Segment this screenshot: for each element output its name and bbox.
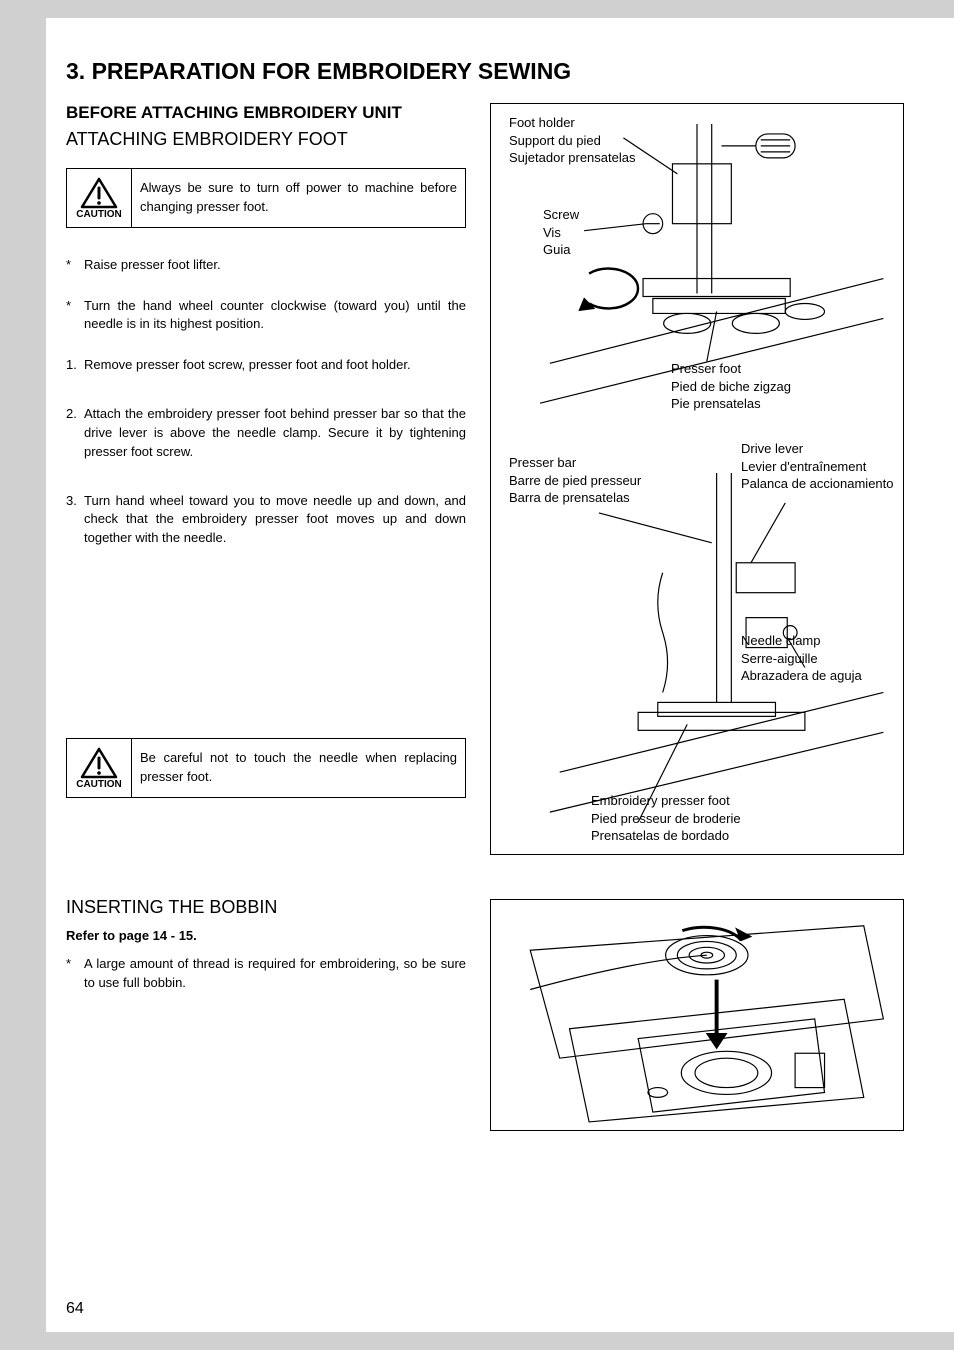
step-2: 2. Attach the embroidery presser foot be… [66, 405, 466, 462]
label-screw: Screw Vis Guia [543, 206, 579, 259]
caution-box-2: CAUTION Be careful not to touch the need… [66, 738, 466, 798]
star-marker: * [66, 297, 84, 335]
label-needle-clamp: Needle clamp Serre-aiguille Abrazadera d… [741, 632, 862, 685]
num-marker: 2. [66, 405, 84, 462]
star-item-2: * Turn the hand wheel counter clockwise … [66, 297, 466, 335]
label-emb-foot: Embroidery presser foot Pied presseur de… [591, 792, 741, 845]
two-column-layout: BEFORE ATTACHING EMBROIDERY UNIT ATTACHI… [66, 103, 904, 897]
left-column: BEFORE ATTACHING EMBROIDERY UNIT ATTACHI… [66, 103, 466, 897]
diagram-presser-foot: Foot holder Support du pied Sujetador pr… [490, 103, 904, 855]
num-marker: 1. [66, 356, 84, 375]
bobbin-right [490, 897, 904, 1131]
label-drive-lever: Drive lever Levier d'entraînement Palanc… [741, 440, 894, 493]
warning-icon [80, 747, 118, 779]
num-marker: 3. [66, 492, 84, 549]
step-3: 3. Turn hand wheel toward you to move ne… [66, 492, 466, 549]
page-title: 3. PREPARATION FOR EMBROIDERY SEWING [66, 58, 904, 85]
star-marker: * [66, 955, 84, 993]
step-body-1: Remove presser foot screw, presser foot … [84, 356, 466, 375]
caution-text-1: Always be sure to turn off power to mach… [132, 168, 466, 228]
spacer [66, 578, 466, 738]
page-number: 64 [66, 1300, 84, 1318]
page: 3. PREPARATION FOR EMBROIDERY SEWING BEF… [46, 18, 954, 1332]
bobbin-note-body: A large amount of thread is required for… [84, 955, 466, 993]
label-foot-holder: Foot holder Support du pied Sujetador pr… [509, 114, 635, 167]
star-marker: * [66, 256, 84, 275]
bobbin-left: INSERTING THE BOBBIN Refer to page 14 - … [66, 897, 466, 1131]
subtitle: BEFORE ATTACHING EMBROIDERY UNIT [66, 103, 466, 123]
star-item-1: * Raise presser foot lifter. [66, 256, 466, 275]
bobbin-title: INSERTING THE BOBBIN [66, 897, 466, 918]
step-body-3: Turn hand wheel toward you to move needl… [84, 492, 466, 549]
label-presser-bar: Presser bar Barre de pied presseur Barra… [509, 454, 641, 507]
bobbin-row: INSERTING THE BOBBIN Refer to page 14 - … [66, 897, 904, 1131]
caution-icon-box: CAUTION [66, 168, 132, 228]
star-body-1: Raise presser foot lifter. [84, 256, 466, 275]
bobbin-note: * A large amount of thread is required f… [66, 955, 466, 993]
star-body-2: Turn the hand wheel counter clockwise (t… [84, 297, 466, 335]
caution-box-1: CAUTION Always be sure to turn off power… [66, 168, 466, 228]
step-body-2: Attach the embroidery presser foot behin… [84, 405, 466, 462]
step-1: 1. Remove presser foot screw, presser fo… [66, 356, 466, 375]
caution-label: CAUTION [76, 779, 122, 790]
caution-icon-box: CAUTION [66, 738, 132, 798]
bobbin-ref: Refer to page 14 - 15. [66, 928, 466, 943]
caution-text-2: Be careful not to touch the needle when … [132, 738, 466, 798]
right-column: Foot holder Support du pied Sujetador pr… [490, 103, 904, 897]
caution-label: CAUTION [76, 209, 122, 220]
diagram-bobbin [490, 899, 904, 1131]
warning-icon [80, 177, 118, 209]
label-presser-foot: Presser foot Pied de biche zigzag Pie pr… [671, 360, 791, 413]
section-title-1: ATTACHING EMBROIDERY FOOT [66, 129, 466, 150]
bobbin-diagram-svg [491, 900, 903, 1130]
